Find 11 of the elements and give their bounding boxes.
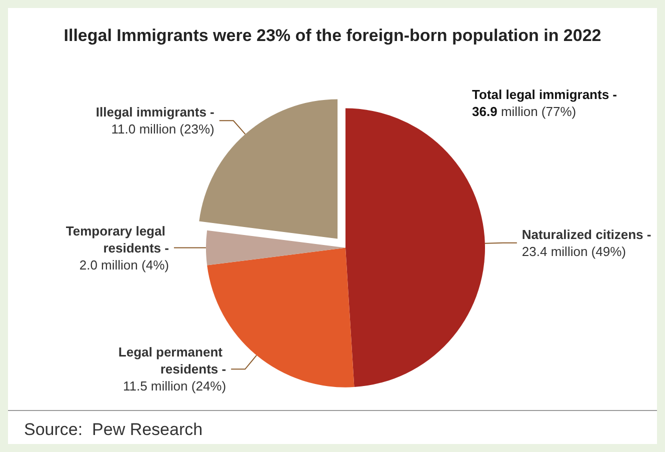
data-label: 2.0 million (4%) — [79, 257, 169, 272]
data-label: 11.0 million (23%) — [111, 122, 214, 137]
source-note: Source: Pew Research — [24, 420, 203, 439]
slice-label: Illegal immigrants - — [96, 104, 214, 120]
text: Total legal immigrants - 36.9 million (77%) — [472, 87, 618, 119]
slice-label: Temporary legal residents - — [66, 223, 169, 256]
chart-title: Illegal Immigrants were 23% of the foreign-born population in 2022 — [64, 26, 602, 45]
data-label: 11.5 million (24%) — [122, 378, 226, 394]
slice-label: Legal permanent residents - — [118, 344, 226, 377]
slice-label: Naturalized citizens - — [522, 226, 652, 242]
data-label: 23.4 million (49%) — [522, 244, 626, 259]
